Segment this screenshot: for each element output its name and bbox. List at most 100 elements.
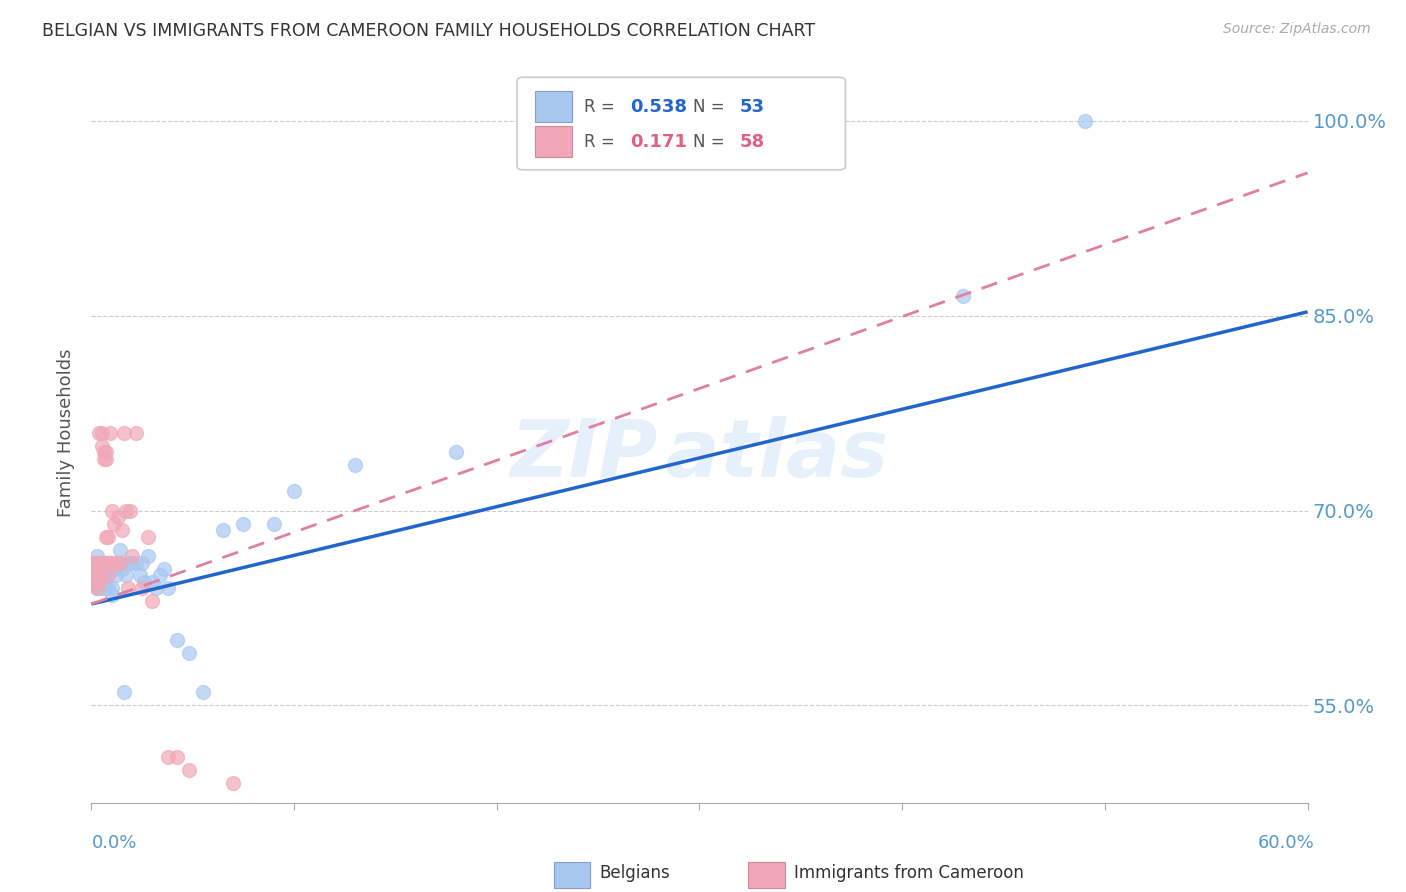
Point	[952, 289, 974, 303]
Point	[90, 568, 112, 582]
Point	[86, 568, 108, 582]
Point	[94, 445, 117, 459]
Text: N =: N =	[693, 98, 730, 116]
FancyBboxPatch shape	[517, 78, 845, 169]
Point	[93, 451, 115, 466]
Point	[97, 562, 120, 576]
Point	[84, 556, 107, 570]
Point	[82, 568, 104, 582]
Point	[93, 445, 115, 459]
Text: BELGIAN VS IMMIGRANTS FROM CAMEROON FAMILY HOUSEHOLDS CORRELATION CHART: BELGIAN VS IMMIGRANTS FROM CAMEROON FAMI…	[42, 22, 815, 40]
Point	[94, 582, 117, 596]
Text: 58: 58	[740, 133, 765, 151]
Point	[191, 685, 214, 699]
Text: R =: R =	[583, 133, 620, 151]
Point	[94, 556, 117, 570]
Point	[100, 503, 122, 517]
Point	[86, 582, 108, 596]
Point	[153, 562, 176, 576]
Point	[82, 568, 104, 582]
Point	[86, 568, 108, 582]
Point	[97, 568, 120, 582]
FancyBboxPatch shape	[536, 91, 572, 122]
Text: Immigrants from Cameroon: Immigrants from Cameroon	[794, 864, 1024, 882]
Point	[82, 556, 104, 570]
Point	[111, 562, 134, 576]
Point	[86, 582, 108, 596]
Point	[82, 556, 104, 570]
Point	[86, 574, 108, 589]
Point	[84, 562, 107, 576]
Point	[90, 556, 112, 570]
Point	[100, 588, 122, 602]
Point	[94, 529, 117, 543]
Point	[112, 425, 135, 440]
Y-axis label: Family Households: Family Households	[58, 349, 76, 516]
Point	[212, 523, 235, 537]
Point	[98, 556, 121, 570]
Point	[82, 562, 104, 576]
FancyBboxPatch shape	[554, 862, 591, 888]
Point	[90, 439, 112, 453]
Point	[149, 568, 172, 582]
Text: Belgians: Belgians	[600, 864, 671, 882]
Point	[131, 582, 153, 596]
Point	[86, 568, 108, 582]
Point	[108, 556, 131, 570]
Point	[166, 750, 188, 764]
Point	[103, 562, 125, 576]
Point	[90, 562, 112, 576]
FancyBboxPatch shape	[748, 862, 785, 888]
Point	[177, 647, 200, 661]
Point	[93, 556, 115, 570]
Text: 53: 53	[740, 98, 765, 116]
Point	[107, 510, 129, 524]
Point	[97, 529, 120, 543]
Point	[98, 556, 121, 570]
Point	[117, 582, 139, 596]
Point	[90, 425, 112, 440]
Text: ZIP atlas: ZIP atlas	[510, 416, 889, 494]
Point	[115, 568, 138, 582]
Point	[166, 633, 188, 648]
Point	[89, 582, 111, 596]
Point	[136, 549, 159, 563]
Text: R =: R =	[583, 98, 620, 116]
Point	[157, 582, 180, 596]
Point	[177, 764, 200, 778]
Point	[82, 574, 104, 589]
Point	[112, 685, 135, 699]
Point	[104, 568, 127, 582]
Point	[125, 556, 148, 570]
Text: 0.538: 0.538	[630, 98, 688, 116]
Point	[132, 574, 155, 589]
Point	[343, 458, 366, 472]
Point	[89, 568, 111, 582]
Point	[111, 523, 134, 537]
Point	[145, 582, 167, 596]
Point	[263, 516, 285, 531]
Point	[121, 556, 143, 570]
Point	[89, 562, 111, 576]
Point	[115, 503, 138, 517]
Point	[118, 503, 141, 517]
Point	[86, 556, 108, 570]
Text: 0.171: 0.171	[630, 133, 688, 151]
Point	[90, 582, 112, 596]
Point	[93, 556, 115, 570]
Point	[94, 451, 117, 466]
Point	[125, 425, 148, 440]
Point	[444, 445, 467, 459]
Point	[141, 574, 163, 589]
Point	[84, 574, 107, 589]
Point	[84, 574, 107, 589]
Point	[103, 516, 125, 531]
Text: 0.0%: 0.0%	[91, 834, 136, 852]
Point	[97, 582, 120, 596]
Point	[89, 574, 111, 589]
Point	[89, 556, 111, 570]
Point	[1073, 114, 1095, 128]
Point	[89, 556, 111, 570]
Point	[283, 484, 305, 499]
Point	[136, 529, 159, 543]
